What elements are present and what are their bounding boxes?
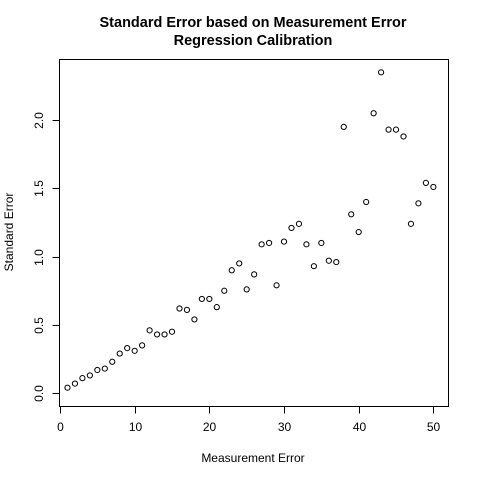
data-point — [251, 271, 258, 278]
x-tick-label: 50 — [427, 420, 441, 434]
data-point — [385, 126, 392, 133]
data-point — [86, 372, 93, 379]
data-point — [258, 241, 265, 248]
data-point — [131, 347, 138, 354]
data-point — [109, 358, 116, 365]
data-point — [161, 331, 168, 338]
data-point — [340, 123, 347, 131]
data-point — [139, 342, 146, 349]
data-point — [288, 224, 295, 232]
data-point — [228, 267, 235, 274]
x-tick-label: 10 — [129, 420, 143, 434]
data-point — [273, 282, 280, 289]
data-point — [400, 133, 407, 140]
y-tick-label: 0.0 — [32, 385, 46, 402]
data-point — [236, 260, 243, 267]
data-point — [64, 384, 71, 391]
data-point — [206, 295, 213, 303]
data-point — [392, 126, 400, 133]
y-tick-label: 1.0 — [32, 249, 46, 266]
data-point — [146, 327, 153, 334]
data-point — [198, 295, 205, 303]
data-points — [64, 69, 437, 391]
y-axis-label: Standard Error — [2, 193, 16, 272]
x-tick-label: 20 — [203, 420, 217, 434]
data-point — [116, 350, 123, 357]
data-point — [94, 366, 101, 374]
x-tick-label: 30 — [278, 420, 292, 434]
data-point — [71, 380, 79, 387]
data-point — [79, 375, 86, 382]
data-point — [101, 365, 108, 372]
data-point — [355, 228, 362, 236]
plot-frame — [59, 59, 449, 407]
data-point — [280, 238, 288, 245]
chart-title-line-1: Standard Error based on Measurement Erro… — [100, 15, 407, 31]
data-point — [318, 239, 325, 247]
data-point — [377, 69, 385, 76]
data-point — [422, 179, 429, 186]
data-point — [430, 183, 437, 191]
data-point — [221, 287, 228, 294]
x-tick-label: 40 — [353, 420, 367, 434]
x-tick-label: 0 — [57, 420, 64, 434]
data-point — [124, 345, 131, 352]
x-axis: 0 10 20 30 40 50 — [57, 406, 441, 434]
data-point — [191, 316, 198, 323]
x-axis-label: Measurement Error — [201, 451, 304, 465]
data-point — [153, 331, 161, 338]
data-point — [415, 200, 422, 207]
data-point — [295, 220, 303, 227]
data-point — [243, 286, 250, 293]
data-point — [348, 211, 355, 218]
data-point — [310, 263, 317, 270]
y-axis: 0.0 0.5 1.0 1.5 2.0 — [32, 112, 60, 402]
data-point — [333, 258, 340, 266]
y-tick-label: 0.5 — [32, 317, 46, 334]
data-point — [370, 110, 377, 117]
data-point — [183, 306, 191, 313]
data-point — [168, 328, 176, 335]
data-point — [407, 220, 415, 227]
data-point — [213, 304, 220, 311]
data-point — [325, 257, 332, 264]
data-point — [176, 305, 183, 312]
y-tick-label: 1.5 — [32, 180, 46, 197]
data-point — [363, 198, 370, 206]
data-point — [303, 241, 310, 248]
y-tick-label: 2.0 — [32, 112, 46, 129]
data-point — [265, 239, 273, 247]
chart-title-line-2: Regression Calibration — [174, 33, 333, 49]
